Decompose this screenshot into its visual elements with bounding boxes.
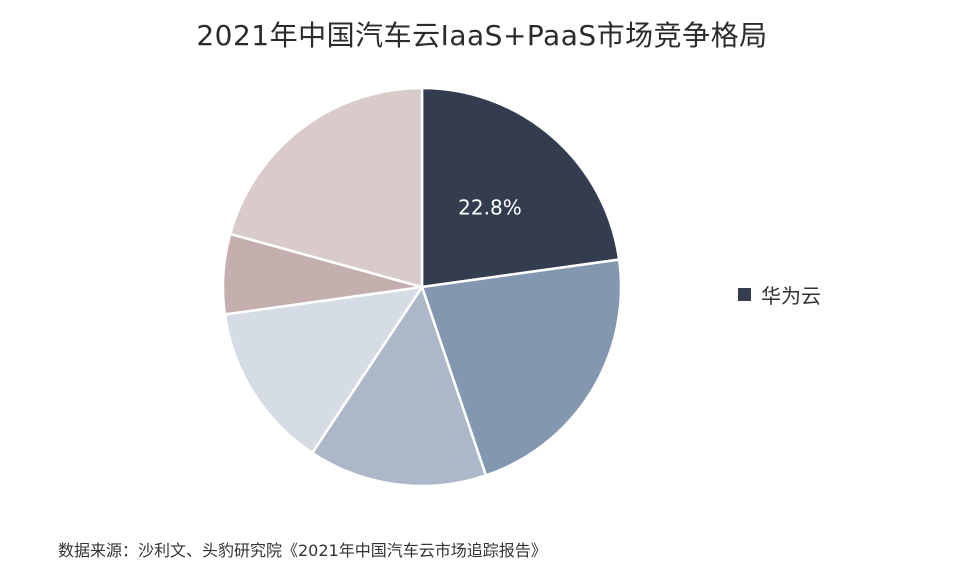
pie-slice-5 <box>228 86 424 289</box>
pie-slice-3 <box>223 285 425 455</box>
chart-title: 2021年中国汽车云IaaS+PaaS市场竞争格局 <box>196 19 768 52</box>
pie-slice-0 <box>420 86 621 289</box>
pie-slice-2 <box>310 284 488 488</box>
pie-slices <box>221 86 623 488</box>
legend-label-huawei-cloud: 华为云 <box>761 284 821 308</box>
data-source-note: 数据来源：沙利文、头豹研究院《2021年中国汽车云市场追踪报告》 <box>58 541 547 560</box>
legend: 华为云 <box>738 280 821 309</box>
legend-swatch-huawei-cloud <box>738 288 751 301</box>
pie-slice-1 <box>420 258 623 478</box>
slice-data-label-0: 22.8% <box>458 195 522 219</box>
pie-slice-labels: 22.8% <box>458 195 522 219</box>
